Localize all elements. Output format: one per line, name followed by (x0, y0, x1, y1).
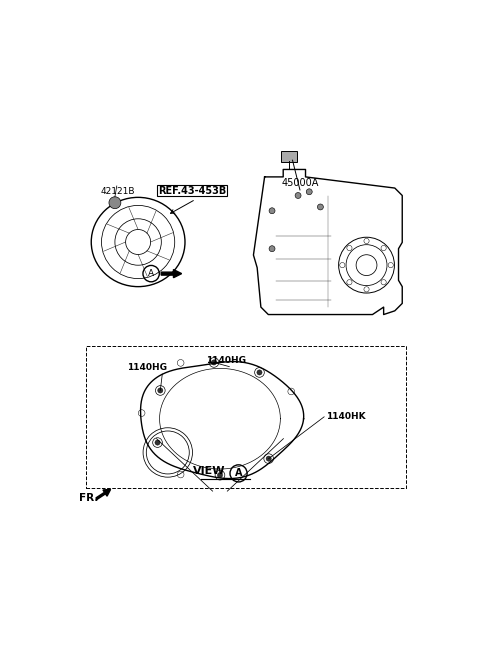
Bar (86, 346, 406, 487)
Text: 1140HK: 1140HK (326, 413, 366, 421)
Circle shape (211, 360, 216, 365)
FancyBboxPatch shape (281, 152, 297, 162)
Circle shape (295, 192, 301, 199)
Circle shape (217, 472, 223, 478)
Circle shape (109, 197, 121, 209)
Circle shape (257, 370, 262, 375)
Text: VIEW: VIEW (193, 466, 226, 476)
FancyArrow shape (96, 489, 110, 499)
Text: A: A (148, 269, 154, 278)
Circle shape (269, 208, 275, 214)
FancyArrow shape (161, 270, 181, 277)
Text: FR.: FR. (79, 493, 98, 503)
Circle shape (269, 246, 275, 252)
Text: 1140HG: 1140HG (127, 363, 168, 372)
Circle shape (266, 456, 271, 461)
Text: 45000A: 45000A (281, 178, 319, 188)
Text: 1140HG: 1140HG (205, 356, 246, 365)
Text: A: A (235, 468, 242, 478)
Circle shape (158, 388, 163, 393)
Circle shape (317, 204, 324, 210)
Text: 42121B: 42121B (100, 186, 135, 195)
Text: REF.43-453B: REF.43-453B (158, 186, 226, 195)
Circle shape (306, 189, 312, 195)
Circle shape (155, 440, 160, 445)
